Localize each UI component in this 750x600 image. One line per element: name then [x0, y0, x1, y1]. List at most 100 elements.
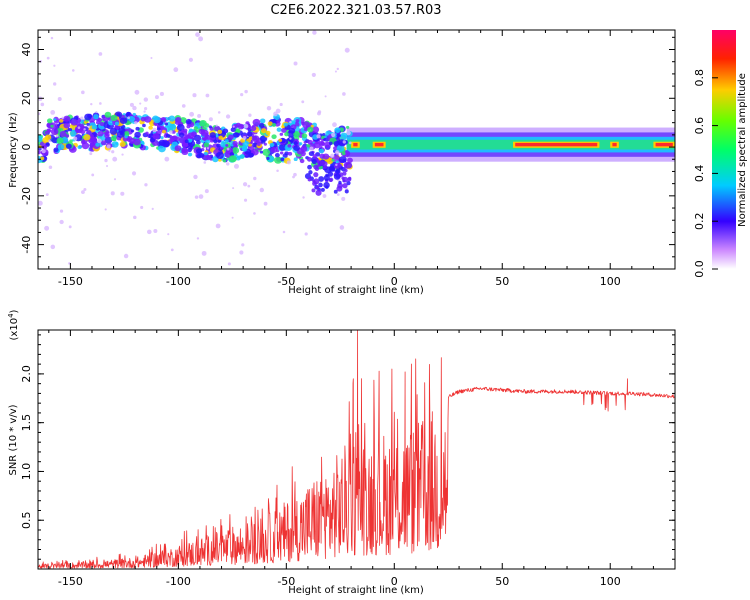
spectral-blob	[181, 148, 189, 156]
x-tick-label: -100	[166, 275, 191, 288]
spectral-faint-point	[253, 212, 256, 215]
spectral-faint-point	[289, 120, 292, 124]
spectral-blob	[242, 147, 248, 152]
spectral-blob	[342, 171, 347, 176]
spectral-blob	[228, 134, 234, 140]
spectral-faint-point	[111, 150, 115, 154]
spectral-faint-point	[241, 243, 245, 247]
spectral-blob	[53, 147, 59, 153]
spectral-blob	[278, 144, 287, 151]
spectral-blob	[118, 127, 126, 134]
spectral-blob	[174, 145, 182, 152]
spectral-faint-point	[336, 67, 339, 71]
spectral-faint-point	[96, 138, 102, 144]
spectral-faint-point	[81, 190, 85, 195]
spectral-blob	[84, 113, 92, 121]
spectral-faint-point	[83, 128, 86, 131]
spectral-blob	[152, 133, 160, 140]
spectral-faint-point	[41, 149, 46, 154]
spectral-blob	[161, 129, 166, 134]
y-tick-label: 0.5	[20, 511, 33, 529]
spectral-blob	[130, 129, 135, 133]
spectral-blob	[280, 157, 285, 162]
spectral-faint-point	[243, 123, 249, 129]
spectral-blob	[328, 141, 333, 146]
spectral-blob	[119, 141, 126, 147]
spectral-faint-point	[129, 102, 134, 107]
spectral-faint-point	[81, 90, 85, 95]
spectral-faint-point	[48, 139, 51, 143]
spectrogram-y-label: Frequency (Hz)	[8, 112, 19, 188]
spectral-blob	[347, 177, 352, 182]
spectral-blob	[42, 137, 50, 144]
colorbar-tick-label: 0.8	[693, 69, 706, 87]
spectral-blob	[345, 162, 353, 169]
x-tick-label: 0	[391, 575, 398, 588]
spectral-blob	[126, 111, 131, 116]
spectral-faint-point	[144, 183, 148, 187]
spectral-faint-point	[279, 102, 283, 107]
spectral-blob	[68, 127, 73, 132]
spectral-faint-point	[234, 163, 239, 169]
spectral-blob	[175, 117, 182, 123]
spectral-blob	[168, 115, 176, 122]
spectral-blob	[336, 133, 341, 138]
spectral-blob	[301, 133, 308, 139]
spectral-faint-point	[289, 137, 292, 140]
spectral-blob	[320, 187, 325, 192]
x-tick-label: 100	[600, 575, 621, 588]
y-tick-label: 1.0	[20, 463, 33, 481]
spectral-faint-point	[143, 110, 146, 113]
spectral-blob	[56, 137, 64, 144]
spectral-faint-point	[113, 178, 117, 181]
spectral-blob	[308, 170, 313, 175]
spectral-blob	[95, 120, 101, 125]
spectral-blob	[164, 122, 169, 126]
spectral-blob	[335, 128, 340, 134]
snr-frame	[37, 329, 676, 570]
spectral-blob	[333, 189, 338, 194]
spectral-blob	[83, 134, 91, 141]
spectral-faint-point	[341, 196, 346, 201]
spectral-blob	[222, 159, 227, 163]
spectral-blob	[205, 154, 212, 161]
y-tick-label: -20	[20, 187, 33, 205]
spectral-blob	[187, 148, 192, 153]
spectral-blob	[121, 114, 125, 118]
spectral-faint-point	[198, 36, 204, 42]
spectral-blob	[250, 125, 257, 132]
spectral-blob	[318, 148, 325, 154]
spectral-blob	[336, 144, 345, 152]
spectral-faint-point	[334, 70, 337, 73]
spectral-faint-point	[99, 102, 102, 105]
spectral-blob	[193, 134, 202, 142]
spectral-faint-point	[50, 110, 56, 115]
x-tick-label: -150	[58, 575, 83, 588]
spectral-blob	[307, 157, 312, 162]
spectral-faint-point	[95, 111, 98, 114]
spectral-blob	[97, 131, 104, 137]
spectral-blob	[127, 138, 132, 143]
spectral-peak-segment	[515, 142, 598, 147]
snr-y-ticks: 0.5 1.0 1.5 2.0	[20, 334, 675, 560]
spectral-faint-point	[244, 89, 248, 94]
spectral-faint-point	[133, 215, 137, 220]
y-tick-label: 2.0	[20, 365, 33, 383]
spectral-peak-segment	[655, 142, 673, 147]
spectral-blob	[342, 176, 349, 183]
spectral-blob	[107, 120, 114, 126]
x-tick-label: -150	[58, 275, 83, 288]
spectral-blob	[40, 156, 45, 161]
spectral-blob	[307, 139, 313, 145]
spectral-blob	[208, 125, 212, 129]
spectral-blob	[184, 139, 189, 144]
spectral-blob	[312, 154, 317, 158]
spectral-blob	[276, 127, 282, 132]
spectral-blob	[59, 130, 67, 138]
spectral-blob	[269, 142, 275, 147]
spectral-blob	[46, 118, 53, 124]
spectral-blob	[198, 152, 205, 158]
spectral-faint-point	[292, 175, 295, 179]
spectral-peak-segment	[353, 142, 358, 147]
colorbar-gradient	[712, 30, 736, 269]
